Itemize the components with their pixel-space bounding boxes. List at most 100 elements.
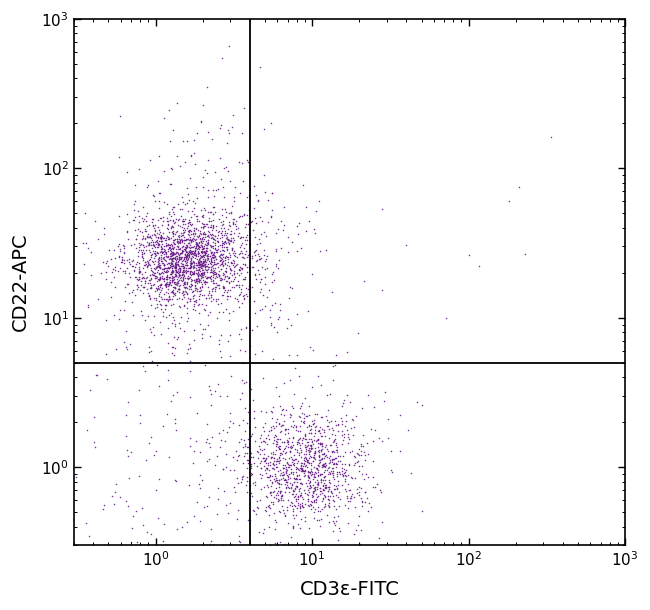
Point — [150, 273, 161, 283]
Point — [322, 415, 332, 425]
Point — [236, 334, 246, 344]
Point — [162, 240, 173, 249]
Point — [161, 256, 172, 265]
Point — [138, 214, 149, 224]
Point — [134, 386, 144, 395]
Point — [174, 261, 185, 271]
Point — [192, 268, 203, 278]
Point — [305, 467, 315, 476]
Point — [275, 489, 285, 498]
Point — [279, 220, 289, 229]
Point — [200, 252, 210, 262]
Point — [114, 314, 124, 324]
Point — [155, 279, 166, 289]
Point — [330, 360, 341, 370]
Point — [180, 245, 190, 254]
Point — [208, 250, 218, 260]
Point — [170, 262, 181, 272]
Point — [274, 483, 284, 492]
Point — [241, 455, 252, 465]
Point — [203, 285, 214, 295]
Point — [131, 234, 142, 244]
Point — [310, 484, 320, 494]
Point — [157, 239, 167, 249]
Point — [161, 312, 171, 321]
Point — [213, 237, 223, 246]
Point — [197, 333, 207, 343]
Point — [110, 262, 120, 271]
Point — [154, 240, 164, 250]
Point — [225, 498, 235, 508]
Point — [178, 260, 188, 270]
Point — [144, 220, 155, 230]
Point — [187, 248, 198, 257]
Point — [198, 325, 208, 334]
Point — [168, 235, 179, 245]
Point — [356, 493, 367, 503]
Point — [137, 234, 148, 243]
Point — [192, 260, 203, 270]
Point — [287, 459, 298, 468]
Point — [177, 294, 187, 304]
Point — [346, 423, 356, 433]
Point — [188, 203, 199, 212]
Point — [155, 244, 166, 254]
Point — [226, 209, 237, 218]
Point — [257, 445, 267, 455]
Point — [122, 279, 132, 289]
Point — [242, 155, 253, 165]
Point — [168, 226, 179, 236]
Point — [209, 267, 220, 277]
Point — [170, 279, 181, 289]
Point — [183, 273, 194, 282]
Point — [282, 247, 293, 257]
Point — [170, 254, 181, 264]
Point — [248, 452, 258, 462]
Point — [357, 497, 367, 506]
Point — [216, 240, 227, 250]
Point — [276, 216, 286, 226]
Point — [146, 274, 156, 284]
Point — [310, 504, 320, 514]
Point — [300, 434, 310, 444]
Point — [142, 232, 153, 242]
Point — [198, 212, 208, 222]
Point — [244, 190, 255, 200]
Point — [352, 457, 362, 467]
Point — [120, 266, 131, 276]
Point — [313, 446, 324, 456]
Point — [154, 474, 164, 484]
Point — [159, 249, 169, 259]
Point — [277, 420, 287, 430]
Point — [276, 479, 287, 489]
Point — [166, 261, 176, 271]
Point — [326, 454, 337, 464]
Point — [167, 254, 177, 264]
Point — [207, 209, 218, 219]
Point — [223, 224, 233, 234]
Point — [255, 484, 266, 494]
Point — [241, 219, 252, 229]
Point — [200, 259, 210, 269]
Point — [288, 469, 298, 479]
Point — [213, 284, 224, 293]
Point — [142, 259, 153, 268]
Point — [218, 257, 228, 267]
Point — [205, 229, 215, 239]
Point — [227, 237, 238, 247]
Point — [283, 439, 293, 448]
Point — [161, 235, 171, 245]
Point — [221, 207, 231, 217]
Point — [227, 245, 237, 254]
Point — [110, 487, 120, 497]
Point — [295, 506, 306, 516]
Point — [209, 284, 220, 294]
Point — [359, 450, 370, 460]
Point — [289, 389, 299, 399]
Point — [368, 456, 378, 466]
Point — [157, 249, 167, 259]
Point — [305, 440, 315, 450]
Point — [190, 277, 200, 287]
Point — [315, 440, 326, 450]
Point — [163, 252, 174, 262]
